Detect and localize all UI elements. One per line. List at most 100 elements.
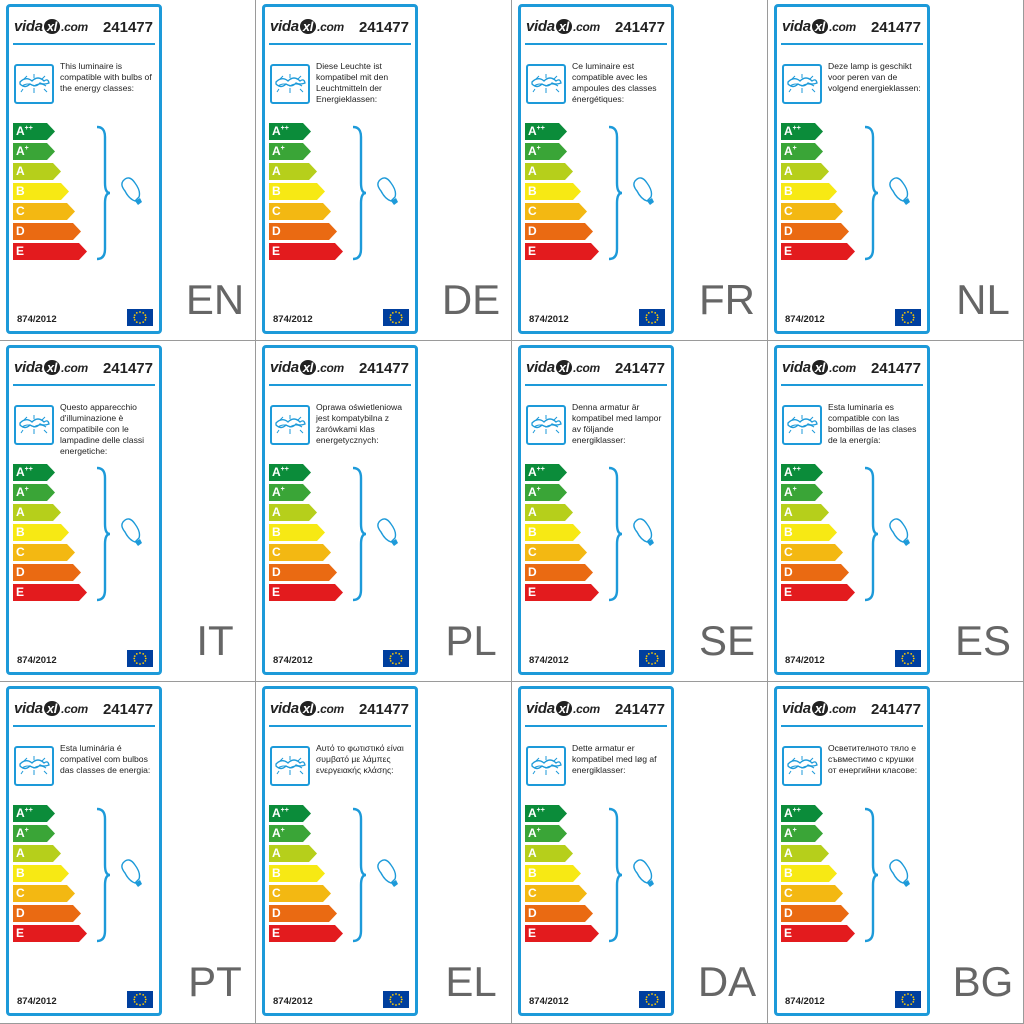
energy-class-letter: A++ — [528, 465, 545, 479]
energy-class-arrow: C — [781, 544, 851, 561]
energy-class-letter: E — [784, 244, 793, 258]
light-bulb-icon — [889, 177, 910, 205]
energy-class-letter: A++ — [784, 465, 801, 479]
compatibility-text: Oprawa oświetleniowa jest kompatybilna z… — [316, 402, 402, 445]
energy-class-plus: ++ — [24, 807, 33, 814]
energy-class-arrow: A+ — [781, 484, 851, 501]
curly-brace — [608, 125, 623, 261]
energy-class-arrow: A+ — [525, 484, 595, 501]
energy-class-arrow: A — [525, 845, 595, 862]
energy-class-plus: ++ — [24, 125, 33, 132]
energy-class-letter: A+ — [16, 144, 29, 158]
energy-class-arrow: A++ — [13, 464, 83, 481]
product-code: 241477 — [614, 19, 665, 36]
energy-class-arrow: D — [781, 223, 851, 240]
curly-brace — [96, 807, 111, 943]
energy-class-scale: A++ A+ A B C D E — [781, 123, 855, 263]
curly-brace — [864, 807, 879, 943]
energy-label: vida xl .com 241477 Denna armatur är kompa… — [518, 345, 674, 675]
label-card-es: vida xl .com 241477 Esta luminaria es comp… — [768, 341, 1024, 682]
light-bulb-icon — [633, 177, 654, 205]
energy-class-letter: B — [272, 525, 281, 539]
ceiling-lamp-icon — [270, 405, 310, 445]
energy-class-arrow: E — [13, 243, 87, 260]
eu-flag-icon — [127, 650, 153, 667]
energy-class-arrow: A+ — [269, 825, 339, 842]
energy-class-scale: A++ A+ A B C D E — [269, 123, 343, 263]
energy-class-arrow: D — [269, 564, 339, 581]
energy-class-scale: A++ A+ A B C D E — [781, 464, 855, 604]
header-divider — [781, 43, 923, 45]
header-divider — [269, 384, 411, 386]
brand-logo: vida xl .com — [526, 18, 600, 35]
product-code: 241477 — [870, 701, 921, 718]
energy-class-letter: A++ — [272, 465, 289, 479]
brand-logo: vida xl .com — [782, 359, 856, 376]
brand-suffix: .com — [61, 702, 88, 716]
compatibility-text: Dette armatur er kompatibel med løg af e… — [572, 743, 657, 775]
energy-class-plus: + — [792, 145, 797, 152]
regulation-number: 874/2012 — [273, 655, 313, 666]
compatibility-text: Deze lamp is geschikt voor peren van de … — [828, 61, 921, 93]
language-code: BG — [952, 958, 1014, 1005]
energy-class-arrow: B — [525, 524, 595, 541]
brand-prefix: vida — [782, 359, 811, 376]
brand-suffix: .com — [317, 20, 344, 34]
energy-class-arrow: E — [269, 925, 343, 942]
brand-logo: vida xl .com — [526, 700, 600, 717]
language-code: PT — [188, 958, 242, 1005]
energy-class-arrow: A+ — [13, 825, 83, 842]
brand-logo: vida xl .com — [270, 18, 344, 35]
energy-class-arrow: A++ — [781, 123, 851, 140]
regulation-number: 874/2012 — [529, 655, 569, 666]
energy-class-letter: C — [16, 886, 25, 900]
energy-class-letter: E — [272, 244, 281, 258]
light-bulb-icon — [377, 859, 398, 887]
energy-class-arrow: A — [269, 163, 339, 180]
energy-class-letter: D — [16, 906, 25, 920]
energy-class-arrow: B — [13, 865, 83, 882]
energy-class-scale: A++ A+ A B C D E — [13, 123, 87, 263]
brand-prefix: vida — [782, 700, 811, 717]
label-card-el: vida xl .com 241477 Αυτό το φωτιστικό είνα… — [256, 682, 512, 1024]
energy-class-letter: D — [528, 906, 537, 920]
energy-class-arrow: A — [525, 163, 595, 180]
energy-class-arrow: D — [781, 564, 851, 581]
light-bulb-icon — [889, 518, 910, 546]
curly-brace — [608, 466, 623, 602]
energy-class-letter: E — [528, 926, 537, 940]
energy-class-plus: ++ — [792, 125, 801, 132]
eu-flag-icon — [895, 650, 921, 667]
energy-class-letter: A — [784, 846, 793, 860]
energy-class-arrow: D — [781, 905, 851, 922]
energy-label: vida xl .com 241477 Dette armatur er kompa… — [518, 686, 674, 1016]
brand-mark: xl — [811, 360, 829, 375]
energy-class-plus: ++ — [280, 125, 289, 132]
energy-class-letter: B — [16, 525, 25, 539]
brand-mark: xl — [299, 19, 317, 34]
curly-brace — [352, 807, 367, 943]
energy-class-arrow: E — [269, 584, 343, 601]
energy-class-letter: E — [528, 244, 537, 258]
brand-prefix: vida — [526, 359, 555, 376]
light-bulb-icon — [633, 859, 654, 887]
energy-class-letter: E — [16, 585, 25, 599]
energy-class-arrow: A — [781, 504, 851, 521]
energy-class-arrow: A+ — [525, 825, 595, 842]
energy-class-scale: A++ A+ A B C D E — [13, 805, 87, 945]
energy-class-plus: ++ — [536, 466, 545, 473]
energy-class-scale: A++ A+ A B C D E — [269, 464, 343, 604]
energy-class-plus: ++ — [24, 466, 33, 473]
energy-class-arrow: B — [525, 183, 595, 200]
eu-flag-icon — [383, 991, 409, 1008]
energy-class-scale: A++ A+ A B C D E — [13, 464, 87, 604]
brand-mark: xl — [555, 360, 573, 375]
energy-class-arrow: E — [781, 925, 855, 942]
energy-class-arrow: D — [525, 223, 595, 240]
energy-class-arrow: C — [781, 203, 851, 220]
energy-class-arrow: C — [13, 885, 83, 902]
ceiling-lamp-icon — [526, 746, 566, 786]
brand-prefix: vida — [270, 18, 299, 35]
brand-logo: vida xl .com — [782, 700, 856, 717]
brand-prefix: vida — [270, 359, 299, 376]
